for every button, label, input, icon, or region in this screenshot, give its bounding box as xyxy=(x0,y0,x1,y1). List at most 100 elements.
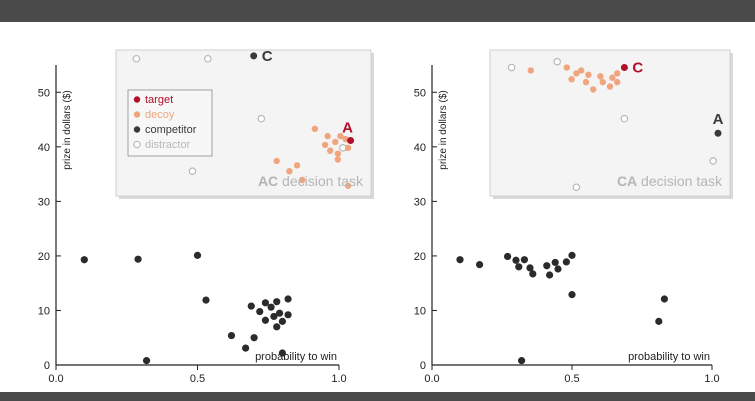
x-tick-label: 1.0 xyxy=(704,373,719,385)
data-point xyxy=(267,303,275,311)
legend-target-label: target xyxy=(145,94,173,106)
inset-distractor-point xyxy=(572,183,581,192)
y-tick-label: 30 xyxy=(414,196,426,208)
data-point xyxy=(529,270,537,278)
inset-decoy-point xyxy=(273,157,280,165)
data-point xyxy=(543,262,551,270)
inset-decoy-point xyxy=(342,135,349,143)
x-tick-label: 0.0 xyxy=(48,373,63,385)
inset-distractor-point xyxy=(553,57,562,66)
inset-distractor-point xyxy=(132,54,141,63)
inset-decoy-point xyxy=(311,125,319,133)
y-tick-label: 30 xyxy=(38,196,50,208)
x-tick-label: 1.0 xyxy=(331,373,346,385)
inset-target-point xyxy=(620,64,628,72)
data-point xyxy=(284,311,292,319)
inset-decoy-point xyxy=(563,64,570,71)
inset-distractor-point xyxy=(257,114,266,123)
data-point xyxy=(660,295,669,303)
data-point xyxy=(456,256,464,264)
y-tick-label: 40 xyxy=(414,142,426,154)
inset-task-letters: AC xyxy=(258,173,278,189)
inset-decoy-point xyxy=(298,176,306,184)
inset-decoy-point xyxy=(324,132,331,140)
inset-decoy-point xyxy=(585,71,592,79)
legend-competitor-marker xyxy=(133,126,141,133)
inset-decoy-point xyxy=(614,70,621,77)
data-point xyxy=(227,331,236,340)
y-tick-label: 0 xyxy=(44,360,50,372)
legend-decoy-marker xyxy=(133,111,141,118)
x-axis-label: probability to win xyxy=(255,351,337,363)
inset-decoy-point xyxy=(606,83,614,90)
inset-competitor-point xyxy=(250,52,258,60)
data-point xyxy=(142,357,151,365)
inset-target-label: A xyxy=(342,120,353,137)
x-tick-label: 0.0 xyxy=(424,373,439,385)
inset-decoy-point xyxy=(293,162,301,169)
data-point xyxy=(526,264,534,272)
data-point xyxy=(515,263,523,271)
inset-decoy-point xyxy=(609,74,616,81)
inset-decoy-point xyxy=(332,138,339,146)
inset-distractor-point xyxy=(507,63,516,72)
legend-distractor-marker xyxy=(133,140,141,149)
inset-decoy-point xyxy=(582,78,590,86)
data-point xyxy=(562,258,571,266)
legend-distractor-label: distractor xyxy=(145,139,191,151)
y-tick-label: 0 xyxy=(420,360,426,372)
data-point xyxy=(242,344,250,352)
chart-ac: 0 10 20 30 40 50 0.0 0.5 1.0 probability to win pr… xyxy=(38,48,374,385)
y-tick-label: 20 xyxy=(38,251,50,263)
legend-competitor-label: competitor xyxy=(145,124,197,136)
x-tick-label: 0.5 xyxy=(564,373,579,385)
chart-ca: 0 10 20 30 40 50 0.0 0.5 1.0 probability to win pr… xyxy=(414,49,733,385)
y-tick-label: 20 xyxy=(414,251,426,263)
inset-decoy-point xyxy=(573,70,580,77)
data-point xyxy=(256,307,264,316)
data-point xyxy=(247,302,255,310)
inset-decoy-point xyxy=(590,86,597,93)
data-point xyxy=(193,251,202,259)
inset-distractor-point xyxy=(204,54,212,63)
legend-box xyxy=(127,89,213,157)
bottom-band xyxy=(0,392,755,401)
data-point xyxy=(134,255,142,263)
y-axis-label: prize in dollars ($) xyxy=(438,90,449,169)
y-axis-label: prize in dollars ($) xyxy=(62,90,73,169)
inset-task-suffix: decision task xyxy=(278,173,364,189)
data-point xyxy=(202,296,210,304)
data-point xyxy=(273,298,281,306)
y-tick-label: 40 xyxy=(38,142,50,154)
data-point xyxy=(551,258,559,267)
inset-decoy-point xyxy=(344,144,352,152)
inset-task-caption: AC decision task xyxy=(258,173,364,189)
data-point xyxy=(284,295,292,303)
inset-decoy-point xyxy=(527,67,534,74)
inset-task-letters: CA xyxy=(617,173,637,189)
data-point xyxy=(273,323,281,331)
inset-decoy-point xyxy=(597,73,604,80)
inset-task-suffix: decision task xyxy=(637,173,723,189)
data-point xyxy=(568,291,576,299)
inset-panel xyxy=(489,49,731,197)
data-point xyxy=(568,251,576,259)
y-tick-label: 50 xyxy=(38,87,50,99)
data-point xyxy=(250,334,258,342)
inset-distractor-point xyxy=(709,157,718,165)
inset-decoy-point xyxy=(578,67,585,74)
legend-decoy-label: decoy xyxy=(145,109,175,121)
legend-target-marker xyxy=(133,96,141,103)
data-point xyxy=(520,256,529,264)
top-band xyxy=(0,0,755,22)
data-point xyxy=(278,317,286,325)
data-point xyxy=(546,271,554,279)
data-point xyxy=(518,357,526,365)
inset-task-caption: CA decision task xyxy=(617,173,723,189)
data-point xyxy=(261,299,270,307)
inset-decoy-point xyxy=(334,150,342,157)
inset-target-label: C xyxy=(632,60,643,77)
inset-competitor-label: A xyxy=(713,111,724,128)
data-point xyxy=(655,317,663,325)
